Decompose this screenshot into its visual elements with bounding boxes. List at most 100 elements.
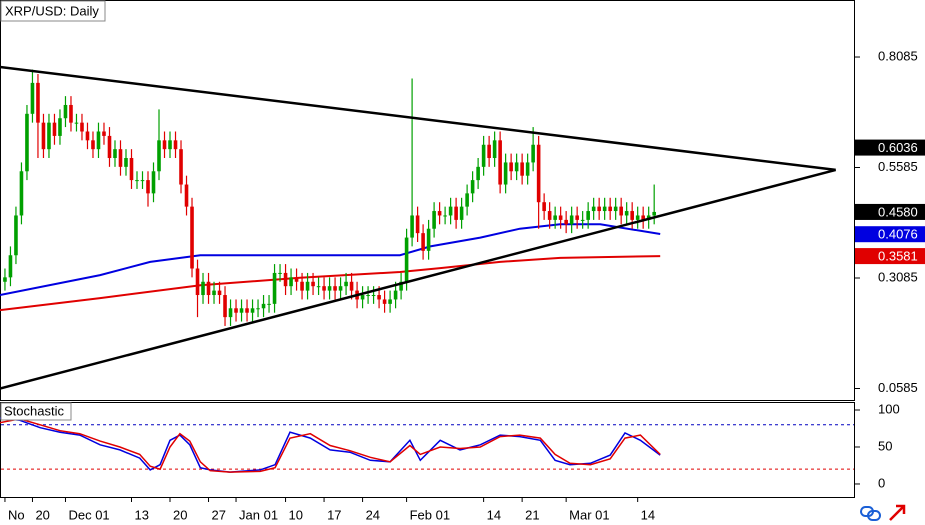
candle-body	[52, 122, 57, 136]
candle-body	[239, 308, 244, 313]
x-tick-label: No	[8, 507, 25, 522]
candle-body	[459, 206, 464, 220]
candle-body	[272, 272, 277, 304]
candle-body	[443, 215, 447, 217]
candle-body	[377, 295, 381, 300]
candle-body	[80, 122, 84, 132]
candle-body	[63, 104, 68, 119]
stochastic-line	[0, 417, 661, 473]
candle-body	[107, 135, 112, 159]
chart-title: XRP/USD: Daily	[5, 3, 99, 18]
candle-body	[624, 211, 629, 216]
candle-body	[509, 162, 513, 172]
candle-body	[278, 272, 282, 274]
candle-body	[338, 286, 343, 291]
candle-body	[283, 272, 288, 287]
candle-body	[102, 131, 106, 136]
stochastic-line	[0, 418, 661, 473]
candle-body	[542, 202, 546, 212]
candle-body	[234, 308, 238, 313]
candle-body	[393, 290, 398, 300]
candle-body	[311, 281, 315, 287]
x-tick-label: 24	[366, 507, 380, 522]
price-label: 0.4580	[878, 204, 918, 219]
candle-body	[531, 144, 535, 163]
x-tick-label: 21	[525, 507, 539, 522]
link-icon[interactable]	[860, 506, 881, 521]
candle-body	[613, 206, 618, 212]
candle-body	[448, 206, 453, 216]
candle-body	[168, 140, 172, 150]
y-tick-label: 100	[878, 401, 900, 416]
candle-body	[316, 286, 321, 288]
trendline	[0, 65, 836, 172]
candle-body	[415, 215, 420, 234]
candle-body	[399, 281, 403, 291]
price-label: 0.6036	[878, 140, 918, 155]
price-label: 0.3581	[878, 249, 918, 264]
candle-body	[47, 122, 51, 150]
candle-body	[597, 206, 601, 212]
candle-body	[525, 162, 530, 176]
candle-body	[366, 295, 370, 297]
price-label-box	[855, 248, 925, 265]
y-tick-label: 50	[878, 438, 892, 453]
candle-body	[41, 122, 46, 150]
candle-body	[179, 149, 183, 185]
candle-body	[190, 206, 194, 269]
price-label-box	[855, 226, 925, 243]
candle-body	[520, 162, 524, 176]
price-label-box	[855, 139, 925, 156]
candle-body	[591, 206, 596, 212]
y-tick-label: 0.8085	[878, 48, 918, 63]
candle-body	[553, 215, 557, 220]
candle-body	[69, 104, 73, 123]
candle-body	[432, 211, 436, 229]
candle-body	[245, 308, 249, 313]
stochastic-title: Stochastic	[4, 403, 64, 418]
candle-body	[602, 206, 607, 212]
candle-body	[481, 144, 486, 167]
candle-body	[256, 308, 260, 310]
stochastic-panel	[0, 402, 855, 498]
candle-body	[333, 286, 337, 291]
y-tick-label: 0.0585	[878, 380, 918, 395]
candle-body	[173, 140, 178, 150]
candle-body	[223, 295, 227, 318]
candle-body	[151, 171, 156, 194]
price-label-box	[855, 203, 925, 220]
candle-body	[652, 211, 656, 216]
marks: 0.8085 0.5585 0.3085 0.0585 No 20 Dec 01 13 20 27…	[0, 48, 925, 522]
candle-body	[608, 206, 612, 212]
candle-body	[129, 158, 134, 181]
candle-body	[113, 149, 117, 159]
candle-body	[228, 308, 233, 318]
x-tick-label: 14	[641, 507, 655, 522]
candle-body	[492, 140, 497, 159]
y-tick-label: 0.5585	[878, 159, 918, 174]
candle-body	[162, 140, 167, 150]
candle-body	[410, 215, 414, 238]
candle-body	[360, 295, 365, 300]
title-box	[0, 0, 106, 22]
arrow-icon[interactable]	[889, 504, 906, 521]
candle-body	[619, 206, 623, 216]
candle-body	[630, 211, 634, 220]
candle-body	[421, 233, 425, 251]
candle-body	[635, 215, 640, 220]
stochastic-title-box	[0, 402, 72, 421]
moving-average	[0, 255, 661, 312]
candle-body	[322, 286, 326, 291]
candle-body	[212, 290, 216, 296]
candle-body	[58, 118, 62, 136]
candle-body	[580, 219, 585, 221]
candle-body	[465, 193, 469, 207]
candle-body	[536, 144, 541, 203]
candle-body	[586, 211, 590, 220]
candle-body	[140, 180, 145, 182]
candle-body	[371, 295, 376, 297]
y-tick-label: 0	[878, 475, 885, 490]
candle-body	[476, 166, 480, 181]
candle-body	[547, 211, 552, 220]
